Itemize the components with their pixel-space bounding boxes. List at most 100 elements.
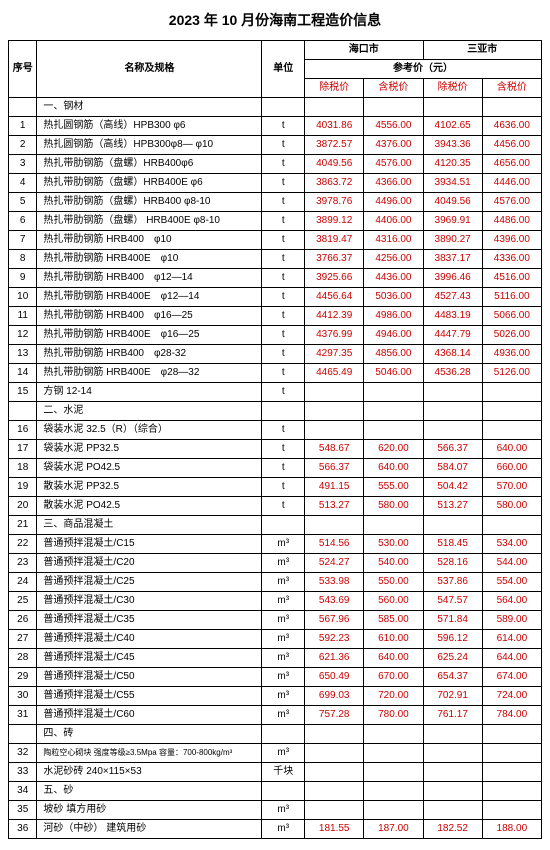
cell-name: 普通预拌混凝土/C30	[37, 592, 262, 611]
cell-name: 热扎带肋钢筋（盘螺） HRB400E φ8-10	[37, 212, 262, 231]
table-row: 33水泥砂砖 240×115×53千块	[9, 763, 542, 782]
cell-seq: 16	[9, 421, 37, 440]
cell-seq: 27	[9, 630, 37, 649]
cell-price	[423, 383, 482, 402]
cell-unit: m³	[262, 820, 305, 839]
cell-price	[482, 763, 541, 782]
cell-price: 188.00	[482, 820, 541, 839]
cell-price: 513.27	[305, 497, 364, 516]
cell-price: 534.00	[482, 535, 541, 554]
cell-price: 674.00	[482, 668, 541, 687]
cell-price	[364, 421, 423, 440]
cell-unit: m³	[262, 573, 305, 592]
cell-price: 4396.00	[482, 231, 541, 250]
cell-name: 散装水泥 PP32.5	[37, 478, 262, 497]
cell-price: 554.00	[482, 573, 541, 592]
cell-seq: 31	[9, 706, 37, 725]
table-row: 11热扎带肋钢筋 HRB400 φ16—25t4412.394986.00448…	[9, 307, 542, 326]
cell-price: 584.07	[423, 459, 482, 478]
cell-price: 596.12	[423, 630, 482, 649]
cell-seq: 34	[9, 782, 37, 801]
cell-price: 513.27	[423, 497, 482, 516]
table-row: 30普通预拌混凝土/C55m³699.03720.00702.91724.00	[9, 687, 542, 706]
cell-price	[305, 782, 364, 801]
cell-price	[305, 801, 364, 820]
cell-name: 散装水泥 PO42.5	[37, 497, 262, 516]
cell-price: 4946.00	[364, 326, 423, 345]
cell-price: 567.96	[305, 611, 364, 630]
cell-unit: t	[262, 326, 305, 345]
cell-name: 五、砂	[37, 782, 262, 801]
cell-price: 4496.00	[364, 193, 423, 212]
cell-seq: 11	[9, 307, 37, 326]
cell-price: 518.45	[423, 535, 482, 554]
cell-unit: m³	[262, 649, 305, 668]
table-row: 21三、商品混凝土	[9, 516, 542, 535]
cell-unit: t	[262, 459, 305, 478]
cell-price: 4436.00	[364, 269, 423, 288]
cell-seq: 17	[9, 440, 37, 459]
cell-name: 河砂（中砂） 建筑用砂	[37, 820, 262, 839]
cell-price: 654.37	[423, 668, 482, 687]
cell-unit: t	[262, 155, 305, 174]
cell-price: 589.00	[482, 611, 541, 630]
cell-name: 一、钢材	[37, 98, 262, 117]
th-city2: 三亚市	[423, 41, 541, 60]
cell-price	[364, 402, 423, 421]
cell-price: 4465.49	[305, 364, 364, 383]
cell-name: 热扎圆钢筋（高线）HPB300 φ6	[37, 117, 262, 136]
cell-price	[423, 763, 482, 782]
cell-name: 热扎带肋钢筋 HRB400E φ10	[37, 250, 262, 269]
cell-price: 3943.36	[423, 136, 482, 155]
cell-unit: t	[262, 174, 305, 193]
cell-price: 4483.19	[423, 307, 482, 326]
cell-name: 袋装水泥 32.5（R）（综合）	[37, 421, 262, 440]
cell-seq: 28	[9, 649, 37, 668]
cell-price	[364, 725, 423, 744]
cell-seq: 20	[9, 497, 37, 516]
table-row: 31普通预拌混凝土/C60m³757.28780.00761.17784.00	[9, 706, 542, 725]
cell-price	[482, 725, 541, 744]
cell-unit: t	[262, 193, 305, 212]
cell-unit: t	[262, 364, 305, 383]
cell-price: 4049.56	[305, 155, 364, 174]
cell-seq: 2	[9, 136, 37, 155]
cell-unit: t	[262, 478, 305, 497]
cell-unit	[262, 402, 305, 421]
cell-price: 702.91	[423, 687, 482, 706]
cell-seq: 32	[9, 744, 37, 763]
cell-price: 4446.00	[482, 174, 541, 193]
cell-price: 5046.00	[364, 364, 423, 383]
th-excl2: 除税价	[423, 79, 482, 98]
table-row: 22普通预拌混凝土/C15m³514.56530.00518.45534.00	[9, 535, 542, 554]
cell-price: 724.00	[482, 687, 541, 706]
cell-seq: 7	[9, 231, 37, 250]
cell-seq: 35	[9, 801, 37, 820]
cell-name: 热扎带肋钢筋（盘螺）HRB400 φ8-10	[37, 193, 262, 212]
table-row: 4热扎带肋钢筋（盘螺）HRB400E φ6t3863.724366.003934…	[9, 174, 542, 193]
cell-price	[482, 801, 541, 820]
cell-name: 热扎带肋钢筋 HRB400E φ28—32	[37, 364, 262, 383]
table-body: 一、钢材1热扎圆钢筋（高线）HPB300 φ6t4031.864556.0041…	[9, 98, 542, 839]
cell-price: 610.00	[364, 630, 423, 649]
cell-seq: 9	[9, 269, 37, 288]
cell-name: 袋装水泥 PP32.5	[37, 440, 262, 459]
cell-seq	[9, 725, 37, 744]
table-row: 34五、砂	[9, 782, 542, 801]
table-row: 18袋装水泥 PO42.5t566.37640.00584.07660.00	[9, 459, 542, 478]
cell-unit: t	[262, 307, 305, 326]
cell-seq: 25	[9, 592, 37, 611]
cell-unit: m³	[262, 554, 305, 573]
cell-price	[423, 744, 482, 763]
table-row: 20散装水泥 PO42.5t513.27580.00513.27580.00	[9, 497, 542, 516]
cell-price: 614.00	[482, 630, 541, 649]
cell-price: 3837.17	[423, 250, 482, 269]
cell-unit: t	[262, 212, 305, 231]
table-row: 12热扎带肋钢筋 HRB400E φ16—25t4376.994946.0044…	[9, 326, 542, 345]
cell-name: 普通预拌混凝土/C60	[37, 706, 262, 725]
cell-seq: 5	[9, 193, 37, 212]
table-row: 四、砖	[9, 725, 542, 744]
cell-name: 三、商品混凝土	[37, 516, 262, 535]
cell-price: 3978.76	[305, 193, 364, 212]
cell-unit: m³	[262, 744, 305, 763]
